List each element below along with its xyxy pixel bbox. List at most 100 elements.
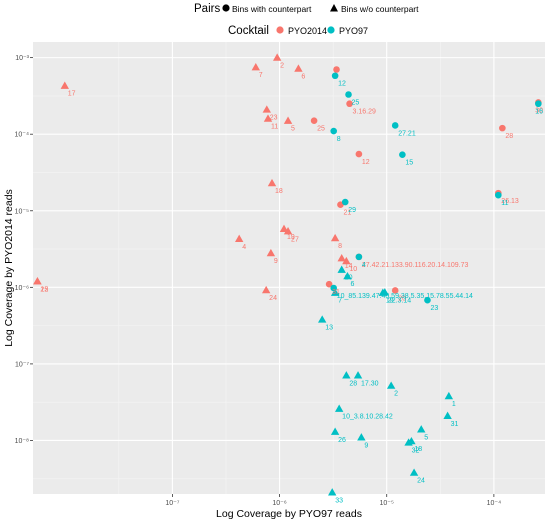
pyo97-point-label: 27.21 (398, 130, 416, 137)
pyo97-point-label: 26 (338, 437, 346, 444)
pyo2014-point-label: 18 (275, 188, 283, 195)
pyo97-point-triangle (330, 427, 340, 435)
pyo2014-point-circle (325, 280, 333, 288)
pyo2014-point-triangle (263, 114, 273, 122)
y-tick-label: 10⁻⁷ (15, 361, 29, 368)
pyo2014-point-circle (355, 150, 363, 158)
y-tick-label: 10⁻⁶ (15, 285, 29, 292)
pyo97-point-label: 10_85.139.47.48.59.38.5.35.15.78.55.44.1… (337, 293, 473, 300)
pyo2014-point-triangle (60, 81, 69, 89)
pyo2014-point-triangle (251, 62, 260, 71)
pyo2014-point-label: 22 (40, 286, 48, 293)
pyo97-point-circle (399, 151, 406, 158)
pyo97-point-circle (535, 100, 542, 108)
y-axis: 10⁻⁸ 10⁻⁷ 10⁻⁶ 10⁻⁵ 10⁻⁴ 10⁻³ (15, 55, 33, 445)
legend-shape-title: Pairs (194, 3, 220, 15)
pyo97-point-triangle (328, 488, 337, 496)
pyo97-point-triangle (353, 371, 363, 379)
pyo2014-point-label: 19 (287, 234, 295, 241)
pyo2014-point-label: 7 (259, 72, 263, 79)
pyo2014-point-label: 21 (343, 210, 351, 217)
pyo97-point-label: 18 (414, 446, 422, 453)
pyo97-point-label: 23 (430, 305, 438, 312)
pyo97-point-triangle (334, 404, 344, 412)
x-tick-label: 10⁻⁷ (165, 500, 179, 507)
pyo97-point-circle (355, 253, 363, 261)
pyo2014-point-triangle (262, 105, 271, 113)
pyo97-point-label: 33 (335, 497, 343, 504)
pyo97-point-label: 25 (352, 99, 360, 106)
pyo97-point-label: 24 (417, 478, 425, 485)
pyo97-point-label: 12 (338, 81, 346, 88)
pyo97-point-triangle (318, 315, 327, 323)
legend-color-entry-pyo97: PYO97 (339, 26, 368, 36)
legend-triangle-marker (330, 4, 338, 12)
legend-circle-marker (222, 4, 230, 12)
pyo97-point-label: 9 (364, 442, 368, 449)
pyo97-point-triangle (342, 371, 351, 379)
grid (33, 42, 545, 494)
pyo2014-point-label: 27 (291, 236, 299, 243)
pyo97-point-circle (345, 91, 352, 98)
pyo2014-point-label: 10 (349, 266, 357, 273)
pyo2014-point-label: 12 (362, 159, 370, 166)
legend-color-entry-pyo2014: PYO2014 (288, 26, 327, 36)
pyo2014-point-label: 6 (301, 74, 305, 81)
pyo2014-point-label: 9 (274, 258, 278, 265)
pyo97-point-label: 16 (535, 109, 543, 116)
pyo97-point-triangle (417, 425, 426, 433)
pyo2014-point-label: 5 (291, 126, 295, 133)
pyo97-point-label: 15 (405, 160, 413, 167)
pyo2014-point-triangle (279, 224, 289, 233)
x-tick-label: 10⁻⁶ (272, 500, 286, 507)
pyo2014-point-triangle (267, 178, 277, 187)
pyo97-point-triangle (409, 468, 419, 476)
pyo2014-point-triangle (283, 227, 293, 235)
pyo2014-point-triangle (272, 53, 282, 61)
y-axis-title: Log Coverage by PYO2014 reads (3, 189, 15, 347)
pyo97-point-label: 20 (345, 275, 353, 282)
pyo97-point-triangle (343, 271, 352, 280)
x-tick-label: 10⁻⁵ (380, 500, 394, 507)
pyo97-point-label: 22.3.14 (388, 297, 411, 304)
pyo97-point-label: 13 (325, 325, 333, 332)
pyo97-point-label: 1 (452, 401, 456, 408)
pyo2014-point-label: 26.13 (501, 198, 519, 205)
y-tick-label: 10⁻⁸ (15, 438, 29, 445)
pyo2014-point-circle (391, 287, 399, 294)
pyo2014-point-triangle (330, 233, 340, 242)
pyo97-point-triangle (330, 288, 340, 296)
pyo2014-point-circle (310, 117, 318, 125)
legend-color-title: Cocktail (228, 25, 269, 37)
pyo97-point-triangle (386, 381, 396, 389)
pyo2014-point-label: 3.16.29 (353, 109, 376, 116)
y-tick-label: 10⁻⁴ (15, 132, 30, 139)
pyo2014-point-label: 25 (317, 126, 325, 133)
y-tick-label: 10⁻⁵ (15, 208, 29, 215)
pyo97-point-triangle (444, 391, 454, 400)
pyo97-point-label: 5 (424, 434, 428, 441)
pyo97-point-label: 11 (501, 200, 508, 207)
pyo97-point-triangle (380, 288, 390, 296)
pyo97-point-circle (331, 72, 339, 80)
pyo2014-point-label: 27.42.21.133.90.116.20.14.109.73 (362, 262, 469, 269)
pyo2014-point-triangle (234, 234, 244, 242)
pyo2014-point-label: 28 (505, 133, 513, 140)
pyo97-point-label: 17.30 (361, 380, 379, 387)
pyo2014-point-label: 14 (345, 263, 353, 270)
legend-color-marker-pyo97 (327, 26, 335, 34)
pyo97-point-triangle (357, 433, 366, 441)
pyo2014-point-circle (333, 66, 340, 73)
pyo97-point-circle (330, 127, 337, 135)
pyo2014-point-circle (499, 124, 506, 132)
pyo2014-point-label: 2 (280, 63, 284, 70)
pyo2014-point-label: 15 (40, 286, 48, 293)
pyo2014-point-circle (346, 100, 353, 108)
pyo2014-point-triangle (266, 248, 276, 257)
pyo2014-point-label: 4 (242, 244, 246, 251)
x-axis: 10⁻⁷ 10⁻⁶ 10⁻⁵ 10⁻⁴ (165, 494, 501, 507)
plot-panel (33, 42, 545, 494)
pyo97-point-label: 7 (338, 298, 342, 305)
pyo97-point-label: 31 (451, 421, 459, 428)
pyo97-point-label: 19 (386, 298, 394, 305)
